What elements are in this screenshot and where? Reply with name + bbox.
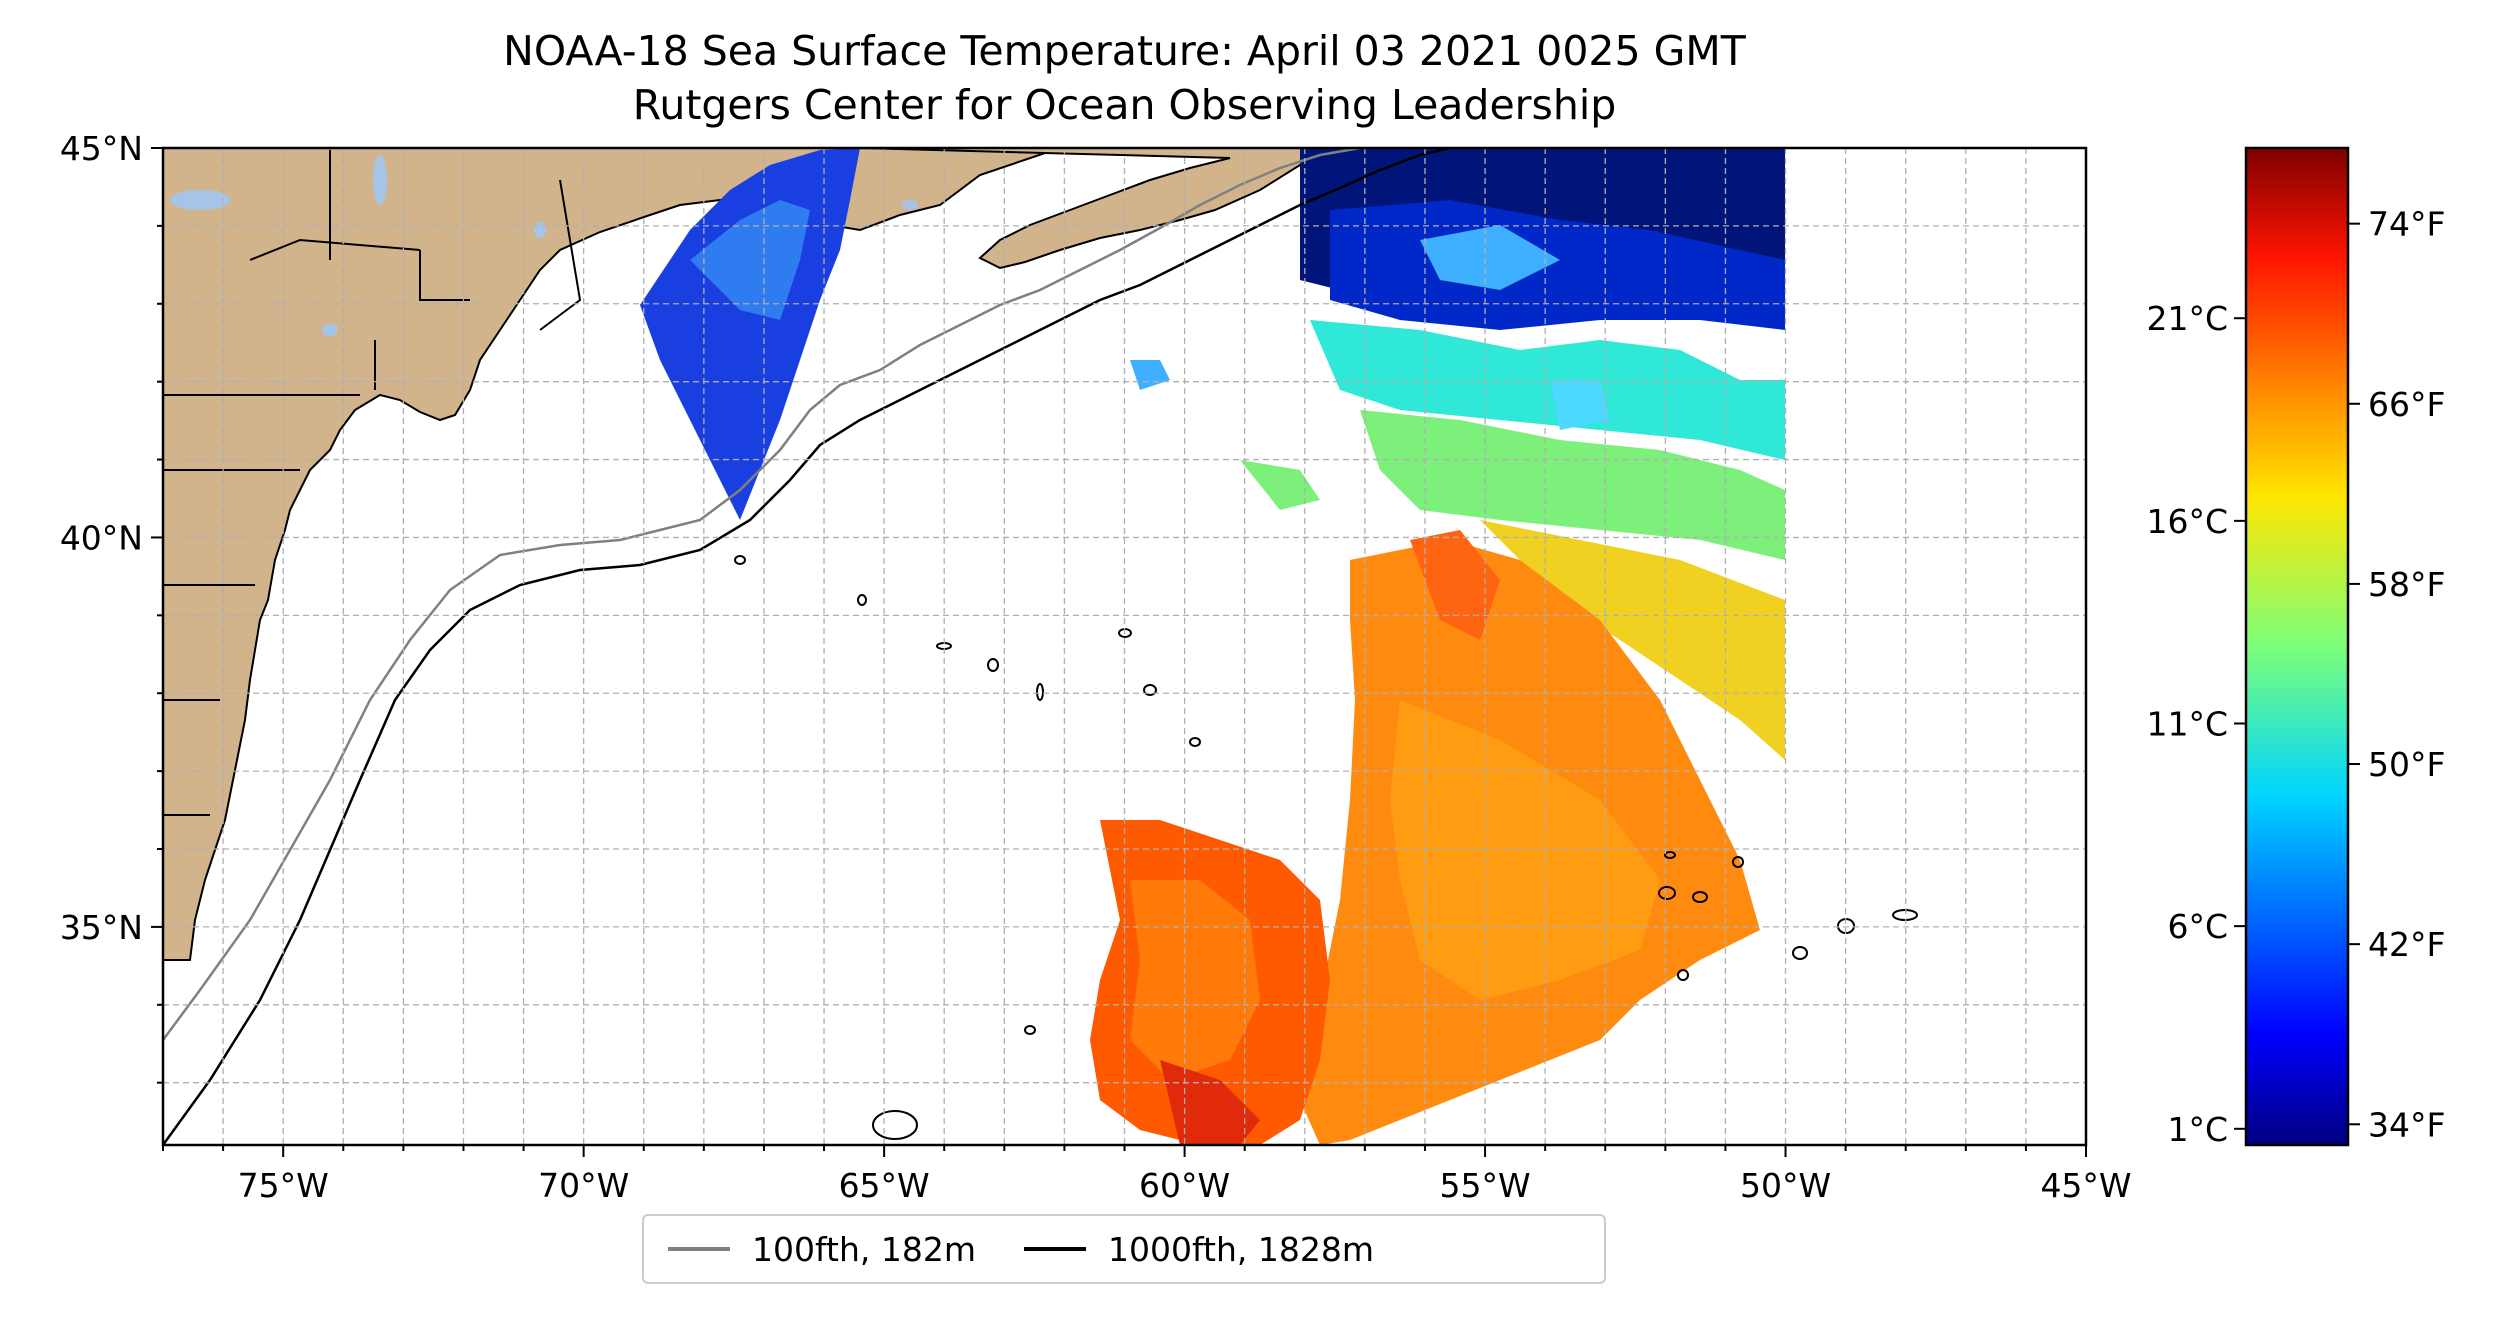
lon-tick-label: 75°W — [238, 1166, 329, 1205]
legend-label-100fth: 100fth, 182m — [752, 1229, 976, 1269]
colorbar-fahrenheit-label: 66°F — [2368, 385, 2445, 424]
legend-swatch-1000fth — [1024, 1247, 1086, 1251]
lat-tick-label: 45°N — [60, 129, 143, 168]
chart-subtitle: Rutgers Center for Ocean Observing Leade… — [632, 81, 1617, 129]
legend-item-1000fth: 1000fth, 1828m — [1024, 1230, 1374, 1269]
colorbar-gradient — [2244, 146, 2350, 1147]
legend-label-1000fth: 1000fth, 1828m — [1108, 1229, 1374, 1269]
lat-tick-labels: 35°N 40°N 45°N — [60, 129, 143, 947]
colorbar-fahrenheit-label: 42°F — [2368, 925, 2445, 964]
colorbar-celsius-label: 6°C — [2167, 907, 2228, 946]
lat-tick-label: 40°N — [60, 518, 143, 557]
colorbar-fahrenheit-label: 50°F — [2368, 745, 2445, 784]
lon-tick-marks — [162, 1145, 2087, 1157]
colorbar-celsius-label: 21°C — [2146, 299, 2228, 338]
colorbar-fahrenheit-label: 58°F — [2368, 565, 2445, 604]
land-nova-scotia — [859, 148, 1333, 270]
lon-tick-label: 65°W — [839, 1166, 930, 1205]
contour-1000fth — [163, 148, 1451, 1145]
colorbar-celsius-label: 16°C — [2146, 502, 2228, 541]
sst-data — [640, 148, 1785, 1145]
colorbar-celsius-label: 1°C — [2167, 1110, 2228, 1149]
lakes — [170, 155, 918, 336]
state-borders — [163, 150, 582, 816]
colorbar-fahrenheit-ticks: 34°F 42°F 50°F 58°F 66°F 74°F — [2348, 205, 2445, 1144]
colorbar-celsius-label: 11°C — [2146, 705, 2228, 744]
contour-100fth — [163, 148, 1361, 1041]
lon-tick-label: 50°W — [1740, 1166, 1831, 1205]
lon-tick-label: 45°W — [2040, 1166, 2131, 1205]
lat-tick-marks — [151, 147, 163, 1084]
colorbar-celsius-ticks: 1°C 6°C 11°C 16°C 21°C — [2146, 299, 2246, 1149]
contour-legend: 100fth, 182m 1000fth, 1828m — [642, 1214, 1606, 1284]
chart-title: NOAA-18 Sea Surface Temperature: April 0… — [503, 27, 1746, 75]
seamounts — [734, 555, 1918, 1140]
lon-tick-labels: 75°W 70°W 65°W 60°W 55°W 50°W 45°W — [238, 1166, 2132, 1205]
colorbar-fahrenheit-label: 74°F — [2368, 205, 2445, 244]
lon-tick-label: 60°W — [1139, 1166, 1230, 1205]
colorbar-fahrenheit-label: 34°F — [2368, 1105, 2445, 1144]
legend-item-100fth: 100fth, 182m — [668, 1230, 976, 1269]
lat-tick-label: 35°N — [60, 908, 143, 947]
map-gridlines — [163, 148, 2086, 1145]
lon-tick-label: 70°W — [538, 1166, 629, 1205]
legend-swatch-100fth — [668, 1247, 730, 1251]
lon-tick-label: 55°W — [1440, 1166, 1531, 1205]
